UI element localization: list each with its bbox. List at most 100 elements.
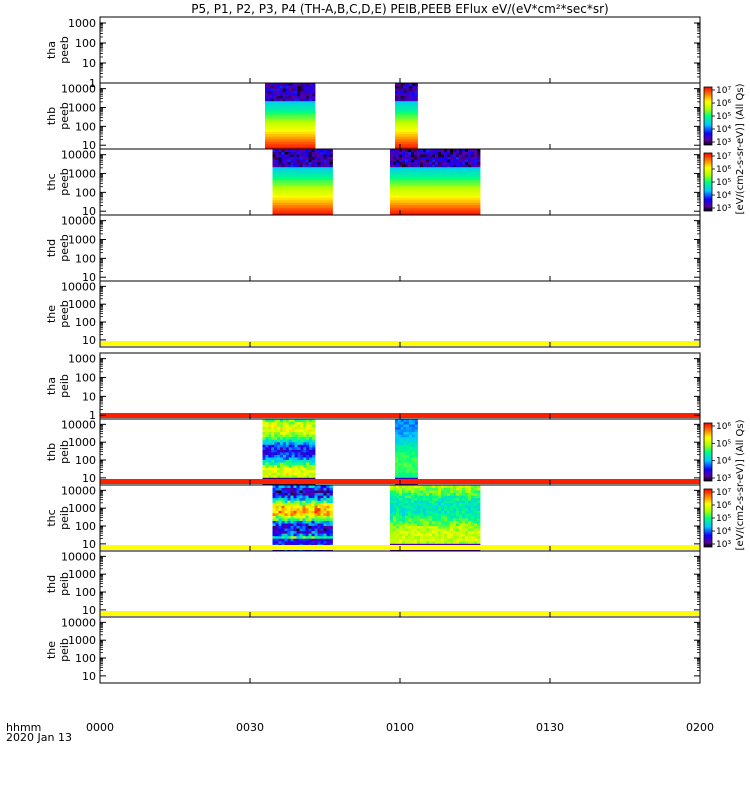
spectrogram-cell xyxy=(390,192,394,196)
spectrogram-cell xyxy=(435,161,439,165)
spectrogram-cell xyxy=(426,187,430,191)
spectrogram-cell xyxy=(405,523,409,527)
spectrogram-cell xyxy=(397,464,402,468)
spectrogram-cell xyxy=(414,98,418,102)
spectrogram-cell xyxy=(453,502,457,506)
spectrogram-cell xyxy=(417,156,421,160)
spectrogram-cell xyxy=(299,171,303,175)
spectrogram-cell xyxy=(450,523,454,527)
spectrogram-cell xyxy=(426,520,430,524)
spectrogram-cell xyxy=(447,207,451,211)
spectrogram-cell xyxy=(409,434,413,438)
spectrogram-cell xyxy=(302,500,306,504)
spectrogram-cell xyxy=(282,116,286,119)
spectrogram-cell xyxy=(284,520,288,524)
spectrogram-cell xyxy=(297,429,301,433)
spectrogram-cell xyxy=(300,429,304,433)
colorbar-tick-label: 10⁵ xyxy=(716,178,731,188)
spectrogram-cell xyxy=(329,156,333,160)
x-tick-label: 0130 xyxy=(536,721,564,734)
spectrogram-cell xyxy=(272,515,276,519)
spectrogram-cell xyxy=(450,212,454,216)
spectrogram-cell xyxy=(294,83,298,86)
spectrogram-cell xyxy=(274,462,278,466)
spectrogram-cell xyxy=(403,457,407,461)
spectrogram-cell xyxy=(420,204,424,208)
spectrogram-cell xyxy=(459,166,463,170)
spectrogram-cell xyxy=(278,179,282,183)
spectrogram-cell xyxy=(411,477,416,481)
spectrogram-cell xyxy=(426,161,430,165)
spectrogram-cell xyxy=(435,207,439,211)
spectrogram-cell xyxy=(426,502,430,506)
spectrogram-cell xyxy=(438,523,442,527)
spectrogram-cell xyxy=(290,207,294,211)
spectrogram-cell xyxy=(441,497,445,501)
spectrogram-cell xyxy=(400,98,404,102)
spectrogram-cell xyxy=(312,431,316,435)
spectrogram-cell xyxy=(459,182,463,185)
spectrogram-cell xyxy=(406,105,410,109)
spectrogram-cell xyxy=(435,192,439,196)
spectrogram-cell xyxy=(270,136,275,140)
spectrogram-cell xyxy=(411,429,416,433)
spectrogram-cell xyxy=(403,469,407,473)
spectrogram-cell xyxy=(450,540,454,544)
spectrogram-cell xyxy=(432,507,436,511)
spectrogram-cell xyxy=(423,538,427,542)
spectrogram-cell xyxy=(329,164,333,168)
spectrogram-cell xyxy=(432,169,436,173)
spectrogram-cell xyxy=(272,497,276,501)
panel-label-product: peeb xyxy=(58,234,71,262)
spectrogram-cell xyxy=(414,528,418,532)
spectrogram-cell xyxy=(441,520,445,524)
spectrogram-cell xyxy=(409,441,413,445)
spectrogram-cell xyxy=(411,159,415,163)
spectrogram-cell xyxy=(314,487,318,491)
spectrogram-cell xyxy=(444,533,448,537)
spectrogram-cell xyxy=(274,446,278,450)
spectrogram-cell xyxy=(329,535,333,539)
spectrogram-cell xyxy=(411,424,416,428)
spectrogram-cell xyxy=(285,457,290,461)
spectrogram-cell xyxy=(390,520,394,524)
spectrogram-cell xyxy=(265,424,269,428)
spectrogram-cell xyxy=(278,505,282,509)
spectrogram-cell xyxy=(314,528,318,532)
spectrogram-cell xyxy=(414,164,418,168)
spectrogram-cell xyxy=(399,485,403,488)
spectrogram-cell xyxy=(450,197,454,201)
spectrogram-cell xyxy=(397,128,402,132)
colorbar-tick-label: 10⁶ xyxy=(716,501,731,511)
spectrogram-cell xyxy=(282,126,286,130)
spectrogram-cell xyxy=(420,184,424,188)
spectrogram-cell xyxy=(285,141,289,145)
spectrogram-cell xyxy=(262,449,266,453)
spectrogram-cell xyxy=(474,505,478,509)
spectrogram-cell xyxy=(296,169,300,173)
spectrogram-cell xyxy=(312,146,316,150)
spectrogram-cell xyxy=(308,535,312,539)
spectrogram-cell xyxy=(471,189,475,193)
spectrogram-cell xyxy=(414,492,418,496)
spectrogram-cell xyxy=(441,543,445,547)
spectrogram-cell xyxy=(303,123,307,127)
spectrogram-cell xyxy=(438,207,442,211)
spectrogram-cell xyxy=(477,497,481,501)
spectrogram-cell xyxy=(309,90,313,94)
spectrogram-cell xyxy=(275,156,279,160)
spectrogram-cell xyxy=(275,487,279,491)
spectrogram-cell xyxy=(329,182,333,185)
spectrogram-cell xyxy=(444,510,448,514)
spectrogram-cell xyxy=(403,121,407,125)
spectrogram-cell xyxy=(450,507,454,511)
spectrogram-cell xyxy=(409,457,413,461)
spectrogram-cell xyxy=(272,528,276,532)
spectrogram-cell xyxy=(411,169,415,173)
spectrogram-cell xyxy=(397,452,402,455)
spectrogram-cell xyxy=(397,467,402,471)
spectrogram-cell xyxy=(291,128,295,132)
spectrogram-cell xyxy=(456,492,460,496)
spectrogram-cell xyxy=(285,93,289,97)
